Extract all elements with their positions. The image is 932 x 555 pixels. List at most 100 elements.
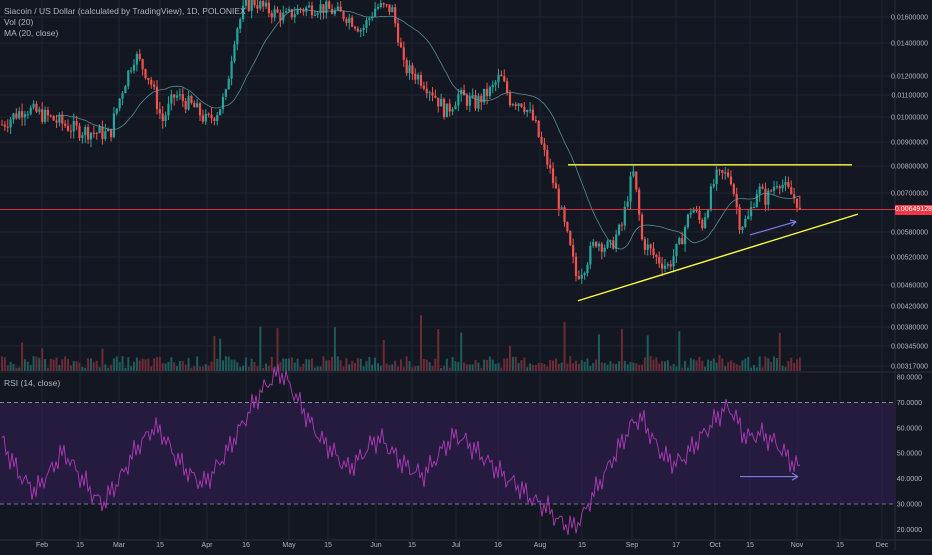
candle-body-7	[20, 111, 24, 118]
volume-bar-148	[425, 359, 428, 371]
candle-body-68	[196, 103, 199, 108]
volume-bar-202	[580, 359, 583, 371]
volume-bar-107	[308, 359, 311, 371]
volume-bar-197	[566, 363, 569, 371]
volume-bar-82	[236, 362, 239, 371]
volume-bar-177	[508, 345, 511, 371]
candle-body-245	[704, 217, 707, 229]
candle-body-10	[29, 107, 32, 115]
candle-body-35	[101, 126, 104, 140]
volume-bar-99	[285, 358, 288, 371]
volume-bar-1	[3, 357, 6, 371]
time-tick-label-1: 15	[76, 542, 84, 549]
candle-body-138	[396, 23, 400, 43]
candle-body-53	[153, 84, 156, 87]
volume-bar-30	[87, 358, 90, 371]
volume-bar-84	[242, 365, 245, 371]
ma-indicator-label: MA (20, close)	[4, 28, 59, 38]
volume-bar-141	[405, 356, 408, 371]
volume-bar-220	[632, 362, 635, 371]
volume-bar-13	[38, 357, 41, 371]
candle-body-177	[508, 92, 512, 106]
candle-body-67	[193, 102, 196, 108]
candle-body-274	[787, 182, 790, 188]
volume-bar-132	[379, 365, 382, 371]
candle-body-140	[402, 47, 405, 60]
volume-bar-186	[534, 364, 537, 371]
candle-body-206	[592, 241, 595, 246]
candle-body-246	[706, 210, 710, 218]
candle-body-127	[365, 20, 368, 28]
volume-bar-260	[747, 356, 750, 371]
volume-bar-231	[663, 361, 666, 371]
time-tick-label-17: 15	[746, 542, 754, 549]
volume-bar-193	[554, 358, 557, 371]
volume-bar-101	[290, 357, 293, 371]
volume-bar-55	[158, 356, 161, 371]
volume-bar-246	[707, 359, 710, 371]
time-tick-label-11: 16	[494, 542, 502, 549]
volume-bar-142	[408, 361, 411, 371]
price-arrow-shaft	[749, 221, 797, 236]
candle-body-46	[132, 64, 136, 71]
volume-bar-114	[328, 360, 331, 371]
volume-bar-133	[382, 340, 385, 371]
volume-bar-164	[471, 364, 474, 371]
candle-body-151	[434, 95, 437, 98]
volume-bar-93	[267, 365, 270, 371]
candle-body-268	[770, 190, 773, 192]
candle-body-155	[445, 103, 448, 118]
volume-bar-163	[468, 364, 471, 371]
candle-body-56	[161, 113, 164, 122]
candle-body-235	[675, 243, 678, 257]
volume-bar-25	[72, 361, 75, 371]
candle-body-184	[528, 109, 532, 111]
candle-body-203	[583, 273, 586, 275]
volume-bar-63	[181, 360, 184, 371]
volume-bar-124	[356, 358, 359, 371]
candle-body-265	[761, 186, 764, 189]
volume-bar-201	[577, 363, 580, 371]
candle-body-212	[609, 240, 612, 242]
candle-body-272	[781, 185, 784, 189]
time-tick-label-3: 15	[156, 542, 164, 549]
volume-bar-22	[64, 356, 67, 371]
candle-body-222	[638, 189, 641, 215]
candle-body-11	[32, 103, 35, 108]
volume-bar-167	[480, 367, 483, 371]
volume-bar-3	[9, 361, 12, 371]
volume-bar-278	[798, 357, 801, 371]
candle-body-3	[9, 119, 12, 128]
volume-bar-112	[322, 356, 325, 371]
candle-body-27	[78, 125, 81, 139]
candle-body-241	[692, 209, 695, 213]
candle-body-79	[227, 78, 230, 90]
candle-body-259	[744, 218, 747, 227]
volume-bar-210	[603, 362, 606, 371]
candle-body-26	[75, 121, 78, 126]
candle-body-51	[147, 78, 150, 80]
candle-body-150	[431, 92, 434, 96]
candle-body-191	[549, 164, 552, 169]
volume-bar-248	[712, 358, 715, 371]
candle-body-58	[167, 103, 170, 116]
candle-body-232	[666, 264, 669, 266]
candle-body-149	[428, 92, 431, 94]
volume-bar-147	[422, 359, 425, 371]
volume-bar-158	[454, 361, 457, 371]
candle-body-36	[104, 131, 107, 140]
candle-body-101	[290, 9, 293, 18]
candle-body-88	[253, 0, 256, 6]
candle-body-180	[517, 103, 520, 106]
volume-bar-92	[265, 363, 268, 371]
volume-bar-39	[112, 358, 115, 371]
volume-bar-265	[761, 367, 764, 371]
candle-body-82	[236, 28, 239, 45]
candle-body-242	[695, 209, 698, 212]
volume-bar-87	[250, 358, 253, 371]
candle-body-156	[448, 103, 451, 112]
volume-bar-153	[440, 367, 443, 371]
candle-body-196	[563, 207, 566, 223]
volume-bar-128	[368, 357, 371, 371]
